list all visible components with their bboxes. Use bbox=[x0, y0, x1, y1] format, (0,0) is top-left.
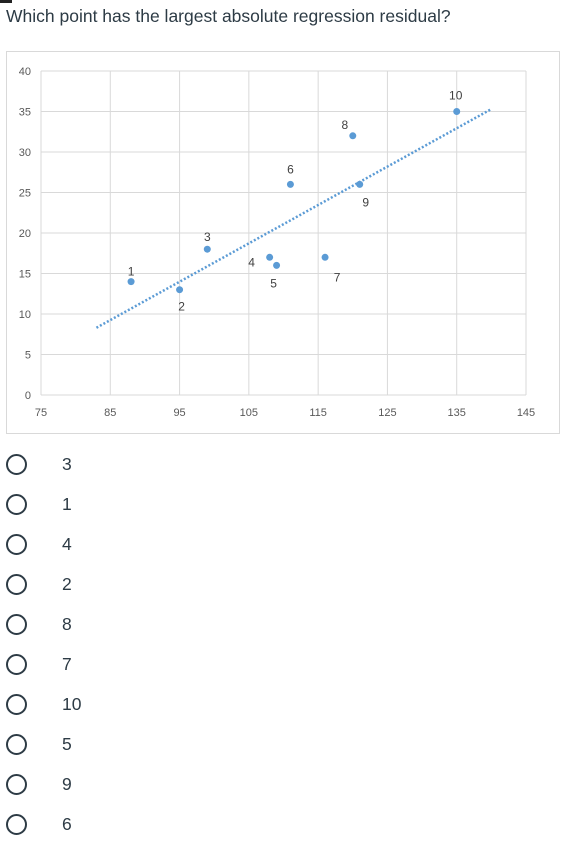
answer-option[interactable]: 5 bbox=[6, 729, 72, 759]
radio-button[interactable] bbox=[6, 573, 27, 595]
point-label-6: 6 bbox=[287, 162, 294, 176]
radio-button[interactable] bbox=[6, 613, 27, 635]
radio-button[interactable] bbox=[6, 533, 27, 555]
x-tick-label: 95 bbox=[173, 407, 185, 419]
data-point-2 bbox=[176, 286, 184, 294]
data-point-9 bbox=[356, 180, 364, 188]
data-point-7 bbox=[321, 253, 329, 261]
point-label-8: 8 bbox=[341, 118, 348, 132]
answer-option-label: 6 bbox=[62, 813, 72, 834]
y-tick-label: 10 bbox=[19, 309, 31, 321]
y-tick-label: 15 bbox=[19, 269, 31, 281]
y-tick-label: 30 bbox=[19, 147, 31, 159]
x-tick-label: 145 bbox=[517, 407, 535, 419]
point-label-5: 5 bbox=[270, 276, 277, 290]
point-label-4: 4 bbox=[248, 255, 255, 269]
point-label-3: 3 bbox=[204, 230, 211, 244]
radio-button[interactable] bbox=[6, 813, 27, 835]
radio-button[interactable] bbox=[6, 693, 27, 715]
scatter-chart: 75 85 95 105 115 125 135 145 0 5 10 15 20 25 30 35 40 1 2 3… bbox=[6, 51, 560, 434]
x-tick-label: 85 bbox=[104, 407, 116, 419]
answer-option-label: 4 bbox=[62, 533, 72, 554]
x-tick-label: 115 bbox=[309, 407, 327, 419]
radio-button[interactable] bbox=[6, 493, 27, 515]
answer-option[interactable]: 10 bbox=[6, 689, 81, 719]
data-point-8 bbox=[349, 132, 357, 140]
answer-option[interactable]: 4 bbox=[6, 529, 72, 559]
answer-option[interactable]: 1 bbox=[6, 489, 72, 519]
answer-option-label: 3 bbox=[62, 453, 72, 474]
point-label-7: 7 bbox=[334, 270, 341, 284]
x-tick-label: 135 bbox=[448, 407, 466, 419]
point-label-9: 9 bbox=[362, 195, 369, 209]
answer-option-label: 2 bbox=[62, 573, 72, 594]
answer-option[interactable]: 8 bbox=[6, 609, 72, 639]
radio-button[interactable] bbox=[6, 773, 27, 795]
x-tick-label: 75 bbox=[35, 407, 47, 419]
data-point-4 bbox=[266, 253, 274, 261]
answer-option-label: 1 bbox=[62, 493, 72, 514]
top-edge-mark bbox=[0, 0, 12, 3]
answer-option[interactable]: 6 bbox=[6, 809, 72, 839]
y-tick-label: 0 bbox=[25, 390, 31, 402]
radio-button[interactable] bbox=[6, 453, 27, 475]
radio-button[interactable] bbox=[6, 733, 27, 755]
point-label-2: 2 bbox=[178, 300, 185, 314]
answer-option[interactable]: 3 bbox=[6, 449, 72, 479]
answer-option-label: 5 bbox=[62, 733, 72, 754]
answer-option[interactable]: 7 bbox=[6, 649, 72, 679]
data-point-10 bbox=[453, 108, 461, 115]
question-text: Which point has the largest absolute reg… bbox=[6, 6, 451, 26]
point-label-1: 1 bbox=[128, 265, 135, 279]
chart-svg: 75 85 95 105 115 125 135 1450510152025303540123… bbox=[19, 66, 535, 419]
trendline bbox=[95, 107, 492, 329]
radio-button[interactable] bbox=[6, 653, 27, 675]
answer-option-label: 8 bbox=[62, 613, 72, 634]
point-label-10: 10 bbox=[449, 89, 463, 103]
y-tick-label: 40 bbox=[19, 66, 31, 78]
data-point-1 bbox=[127, 278, 135, 286]
answer-option[interactable]: 9 bbox=[6, 769, 72, 799]
answer-option-label: 9 bbox=[62, 773, 72, 794]
answer-option-label: 10 bbox=[62, 693, 82, 714]
y-tick-label: 35 bbox=[19, 107, 31, 119]
x-tick-label: 125 bbox=[378, 407, 396, 419]
x-tick-label: 105 bbox=[240, 407, 258, 419]
y-tick-label: 20 bbox=[19, 228, 31, 240]
data-point-3 bbox=[203, 245, 211, 253]
y-tick-label: 5 bbox=[25, 350, 31, 362]
y-tick-label: 25 bbox=[19, 188, 31, 200]
data-point-6 bbox=[286, 180, 294, 188]
data-point-5 bbox=[273, 261, 281, 269]
answer-option[interactable]: 2 bbox=[6, 569, 72, 599]
answer-option-label: 7 bbox=[62, 653, 72, 674]
